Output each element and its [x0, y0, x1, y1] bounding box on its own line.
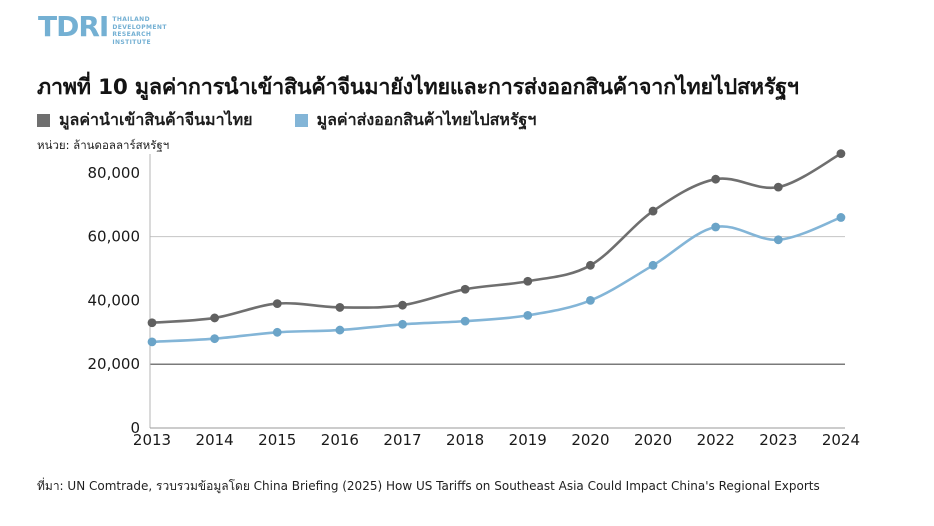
x-tick-label: 2016: [321, 431, 359, 449]
y-tick-label: 40,000: [88, 291, 141, 309]
y-tick-label: 60,000: [88, 228, 141, 246]
line-chart: 0 20,000 40,000 60,000 80,000 2013 2014 2015 201…: [88, 149, 860, 449]
chart-point-exports-us: [711, 222, 721, 232]
x-tick-label: 2017: [383, 431, 421, 449]
chart-point-exports-us: [523, 310, 533, 320]
logo-wordmark: TDRI: [38, 10, 109, 43]
y-tick-label: 20,000: [88, 355, 141, 373]
chart-point-exports-us: [147, 337, 157, 347]
chart-point-exports-us: [586, 296, 595, 305]
chart-point-imports-china: [586, 260, 595, 270]
x-tick-label: 2022: [697, 431, 735, 449]
logo-subtext: THAILAND DEVELOPMENT RESEARCH INSTITUTE: [112, 16, 167, 46]
legend-item-exports-us: มูลค่าส่งออกสินค้าไทยไปสหรัฐฯ: [294, 108, 537, 133]
chart-point-imports-china: [523, 276, 533, 286]
chart-point-imports-china: [648, 206, 658, 216]
chart-point-imports-china: [398, 300, 407, 310]
legend-swatch-imports-icon: [37, 114, 50, 127]
chart-point-exports-us: [836, 213, 846, 222]
x-tick-label: 2013: [133, 431, 171, 449]
chart-point-imports-china: [773, 182, 783, 192]
logo-subtext-line: DEVELOPMENT: [112, 23, 167, 31]
x-tick-label: 2019: [509, 431, 547, 449]
chart-legend: มูลค่านำเข้าสินค้าจีนมาไทย มูลค่าส่งออกส…: [37, 108, 536, 133]
y-tick-label: 0: [130, 419, 140, 437]
chart-point-exports-us: [460, 316, 470, 326]
chart-title: ภาพที่ 10 มูลค่าการนำเข้าสินค้าจีนมายังไ…: [37, 75, 799, 100]
x-tick-label: 2020: [571, 431, 609, 449]
unit-label: หน่วย: ล้านดอลลาร์สหรัฐฯ: [37, 138, 170, 152]
chart-point-exports-us: [773, 235, 783, 245]
x-tick-label: 2014: [196, 431, 234, 449]
chart-point-imports-china: [335, 303, 345, 312]
legend-swatch-exports-icon: [294, 114, 308, 127]
legend-label-exports: มูลค่าส่งออกสินค้าไทยไปสหรัฐฯ: [316, 110, 537, 129]
logo-subtext-line: INSTITUTE: [112, 38, 151, 46]
chart-point-exports-us: [272, 327, 282, 337]
chart-point-imports-china: [460, 284, 470, 294]
logo-subtext-line: RESEARCH: [112, 31, 152, 38]
x-tick-label: 2020: [634, 431, 672, 449]
y-tick-label: 80,000: [88, 164, 141, 182]
x-tick-label: 2024: [822, 431, 860, 449]
tdri-logo: TDRI THAILAND DEVELOPMENT RESEARCH INSTI…: [38, 13, 167, 46]
chart-point-exports-us: [335, 325, 345, 335]
chart-point-imports-china: [272, 299, 282, 308]
source-note: ที่มา: UN Comtrade, รวบรวมข้อมูลโดย Chin…: [37, 479, 820, 493]
chart-point-exports-us: [398, 319, 407, 329]
legend-item-imports-china: มูลค่านำเข้าสินค้าจีนมาไทย: [37, 108, 253, 133]
chart-point-imports-china: [210, 313, 220, 323]
chart-line-imports-china: [150, 152, 843, 325]
chart-point-imports-china: [711, 174, 721, 184]
x-tick-label: 2015: [258, 431, 296, 449]
logo-subtext-line: THAILAND: [112, 16, 150, 23]
chart-point-imports-china: [836, 149, 846, 159]
chart-point-imports-china: [147, 318, 157, 328]
x-tick-label: 2023: [759, 431, 797, 449]
chart-point-exports-us: [210, 334, 220, 344]
x-tick-label: 2018: [446, 431, 484, 449]
chart-point-exports-us: [648, 260, 658, 270]
legend-label-imports: มูลค่านำเข้าสินค้าจีนมาไทย: [59, 110, 253, 129]
